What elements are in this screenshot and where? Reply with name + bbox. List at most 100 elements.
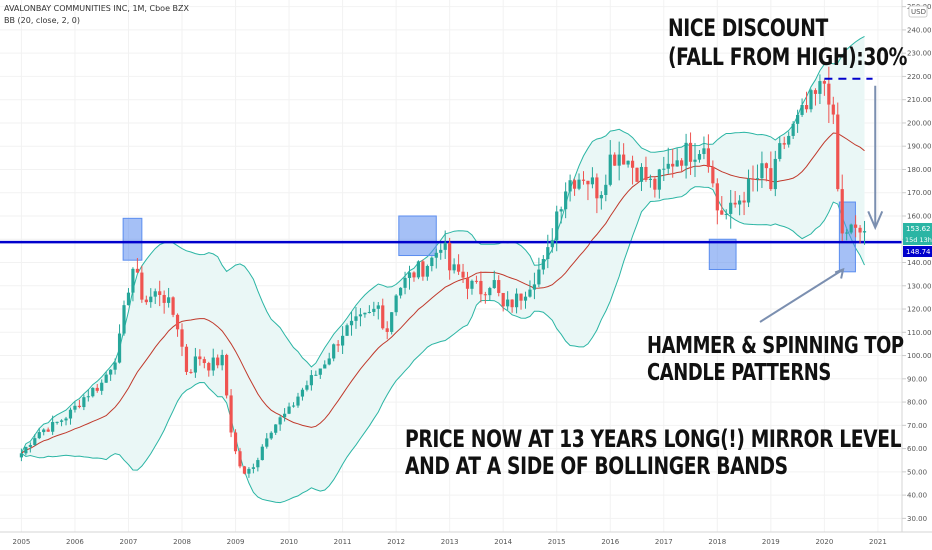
candle-body [77,405,82,408]
discount-annotation-line1: NICE DISCOUNT [668,14,828,42]
candle-body [666,163,670,169]
candle-body [37,432,41,439]
candle-body [577,179,581,189]
candle-body [626,160,630,165]
annotation-arrows [759,77,884,323]
candle-body [448,242,452,271]
candle-body [100,382,104,391]
candle-body [604,184,608,195]
candle-body [456,264,461,272]
candle-body [541,259,545,270]
candle-body [238,451,242,467]
candle-body [506,299,510,307]
candle-body [514,293,519,308]
candle-body [568,180,572,192]
candle-body [813,90,818,94]
candle-body [109,369,113,375]
candle-body [791,123,795,136]
candle-body [416,261,421,278]
patterns-arrow-head [834,267,845,279]
candle-body [407,272,412,278]
candle-body [635,167,639,182]
candle-body [595,177,599,199]
time-axis[interactable]: 2005 2006 2007 2008 2009 2010 2011 2012 2013 2014… [12,538,886,546]
candle-body [274,424,278,433]
lower-band [21,186,865,504]
patterns-annotation-line1: HAMMER & SPINNING TOP [647,333,904,359]
candle-body [653,178,657,190]
candle-body [528,289,532,297]
x-tick-label: 2013 [441,538,459,546]
candle-body [550,240,554,248]
candle-body [287,406,291,414]
candle-body [479,280,483,295]
candle-body [630,160,635,168]
candle-body [171,297,175,315]
candle-body [104,374,108,383]
candle-body [590,177,595,185]
candle-body [278,417,282,425]
candle-body [126,292,131,306]
y-tick-label: 100.00 [907,352,932,360]
candle-body [800,105,804,115]
candle-body [787,135,791,145]
candlesticks [19,66,867,478]
y-tick-label: 90.00 [907,375,927,383]
candle-body [113,362,117,370]
candle-body [822,81,826,84]
x-tick-label: 2008 [173,538,191,546]
price-annotation-line2: AND AT A SIDE OF BOLLINGER BANDS [405,452,788,480]
candle-body [724,213,728,215]
candle-body [46,429,50,432]
price-axis[interactable]: 30.00 40.00 50.00 60.00 70.00 80.00 90.00 100.0… [902,3,932,523]
candle-body [675,160,679,167]
candle-body [51,422,55,432]
candle-body [265,438,269,447]
candle-body [345,325,349,336]
candle-body [836,114,840,190]
candle-body [398,287,403,296]
candle-body [680,160,684,166]
candle-body [144,299,148,303]
basis-line [21,132,865,454]
x-tick-label: 2018 [708,538,726,546]
candle-body [778,143,782,159]
candle-body [483,294,487,296]
candle-body [256,460,260,468]
highlight-box [398,215,437,257]
candle-body [376,305,380,309]
candle-body [711,166,715,184]
candle-body [117,333,122,363]
y-tick-label: 190.00 [907,143,932,151]
candle-body [465,277,470,289]
candle-body [849,224,853,233]
candle-body [207,363,211,371]
y-tick-label: 180.00 [907,166,932,174]
candle-body [363,312,367,315]
candle-body [135,268,139,273]
candle-body [19,453,24,458]
candle-body [381,305,385,329]
candle-body [149,296,153,303]
discount-arrow-head [867,210,884,231]
candle-body [64,418,68,421]
candle-body [746,178,751,203]
candle-body [840,189,844,234]
candle-body [184,346,189,372]
candle-body [140,272,144,300]
candle-body [73,405,77,410]
x-tick-label: 2005 [12,538,30,546]
candle-body [519,293,523,301]
highlight-box [708,238,737,270]
candle-body [581,179,586,181]
candle-body [318,368,322,375]
candle-body [82,397,86,408]
candle-body [354,316,358,321]
band-fill [21,36,865,503]
candle-body [715,183,719,211]
x-tick-label: 2019 [762,538,780,546]
candle-body [862,231,867,233]
patterns-arrow-shaft [759,268,844,323]
candle-body [403,277,407,288]
